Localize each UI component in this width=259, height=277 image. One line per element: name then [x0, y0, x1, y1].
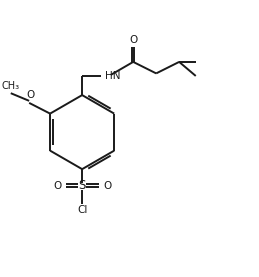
Text: S: S — [78, 179, 86, 192]
Text: O: O — [129, 35, 137, 45]
Text: O: O — [53, 181, 61, 191]
Text: O: O — [26, 90, 34, 100]
Text: CH₃: CH₃ — [2, 81, 20, 91]
Text: O: O — [103, 181, 111, 191]
Text: HN: HN — [105, 71, 121, 81]
Text: methoxy: methoxy — [9, 90, 15, 91]
Text: Cl: Cl — [77, 205, 87, 215]
